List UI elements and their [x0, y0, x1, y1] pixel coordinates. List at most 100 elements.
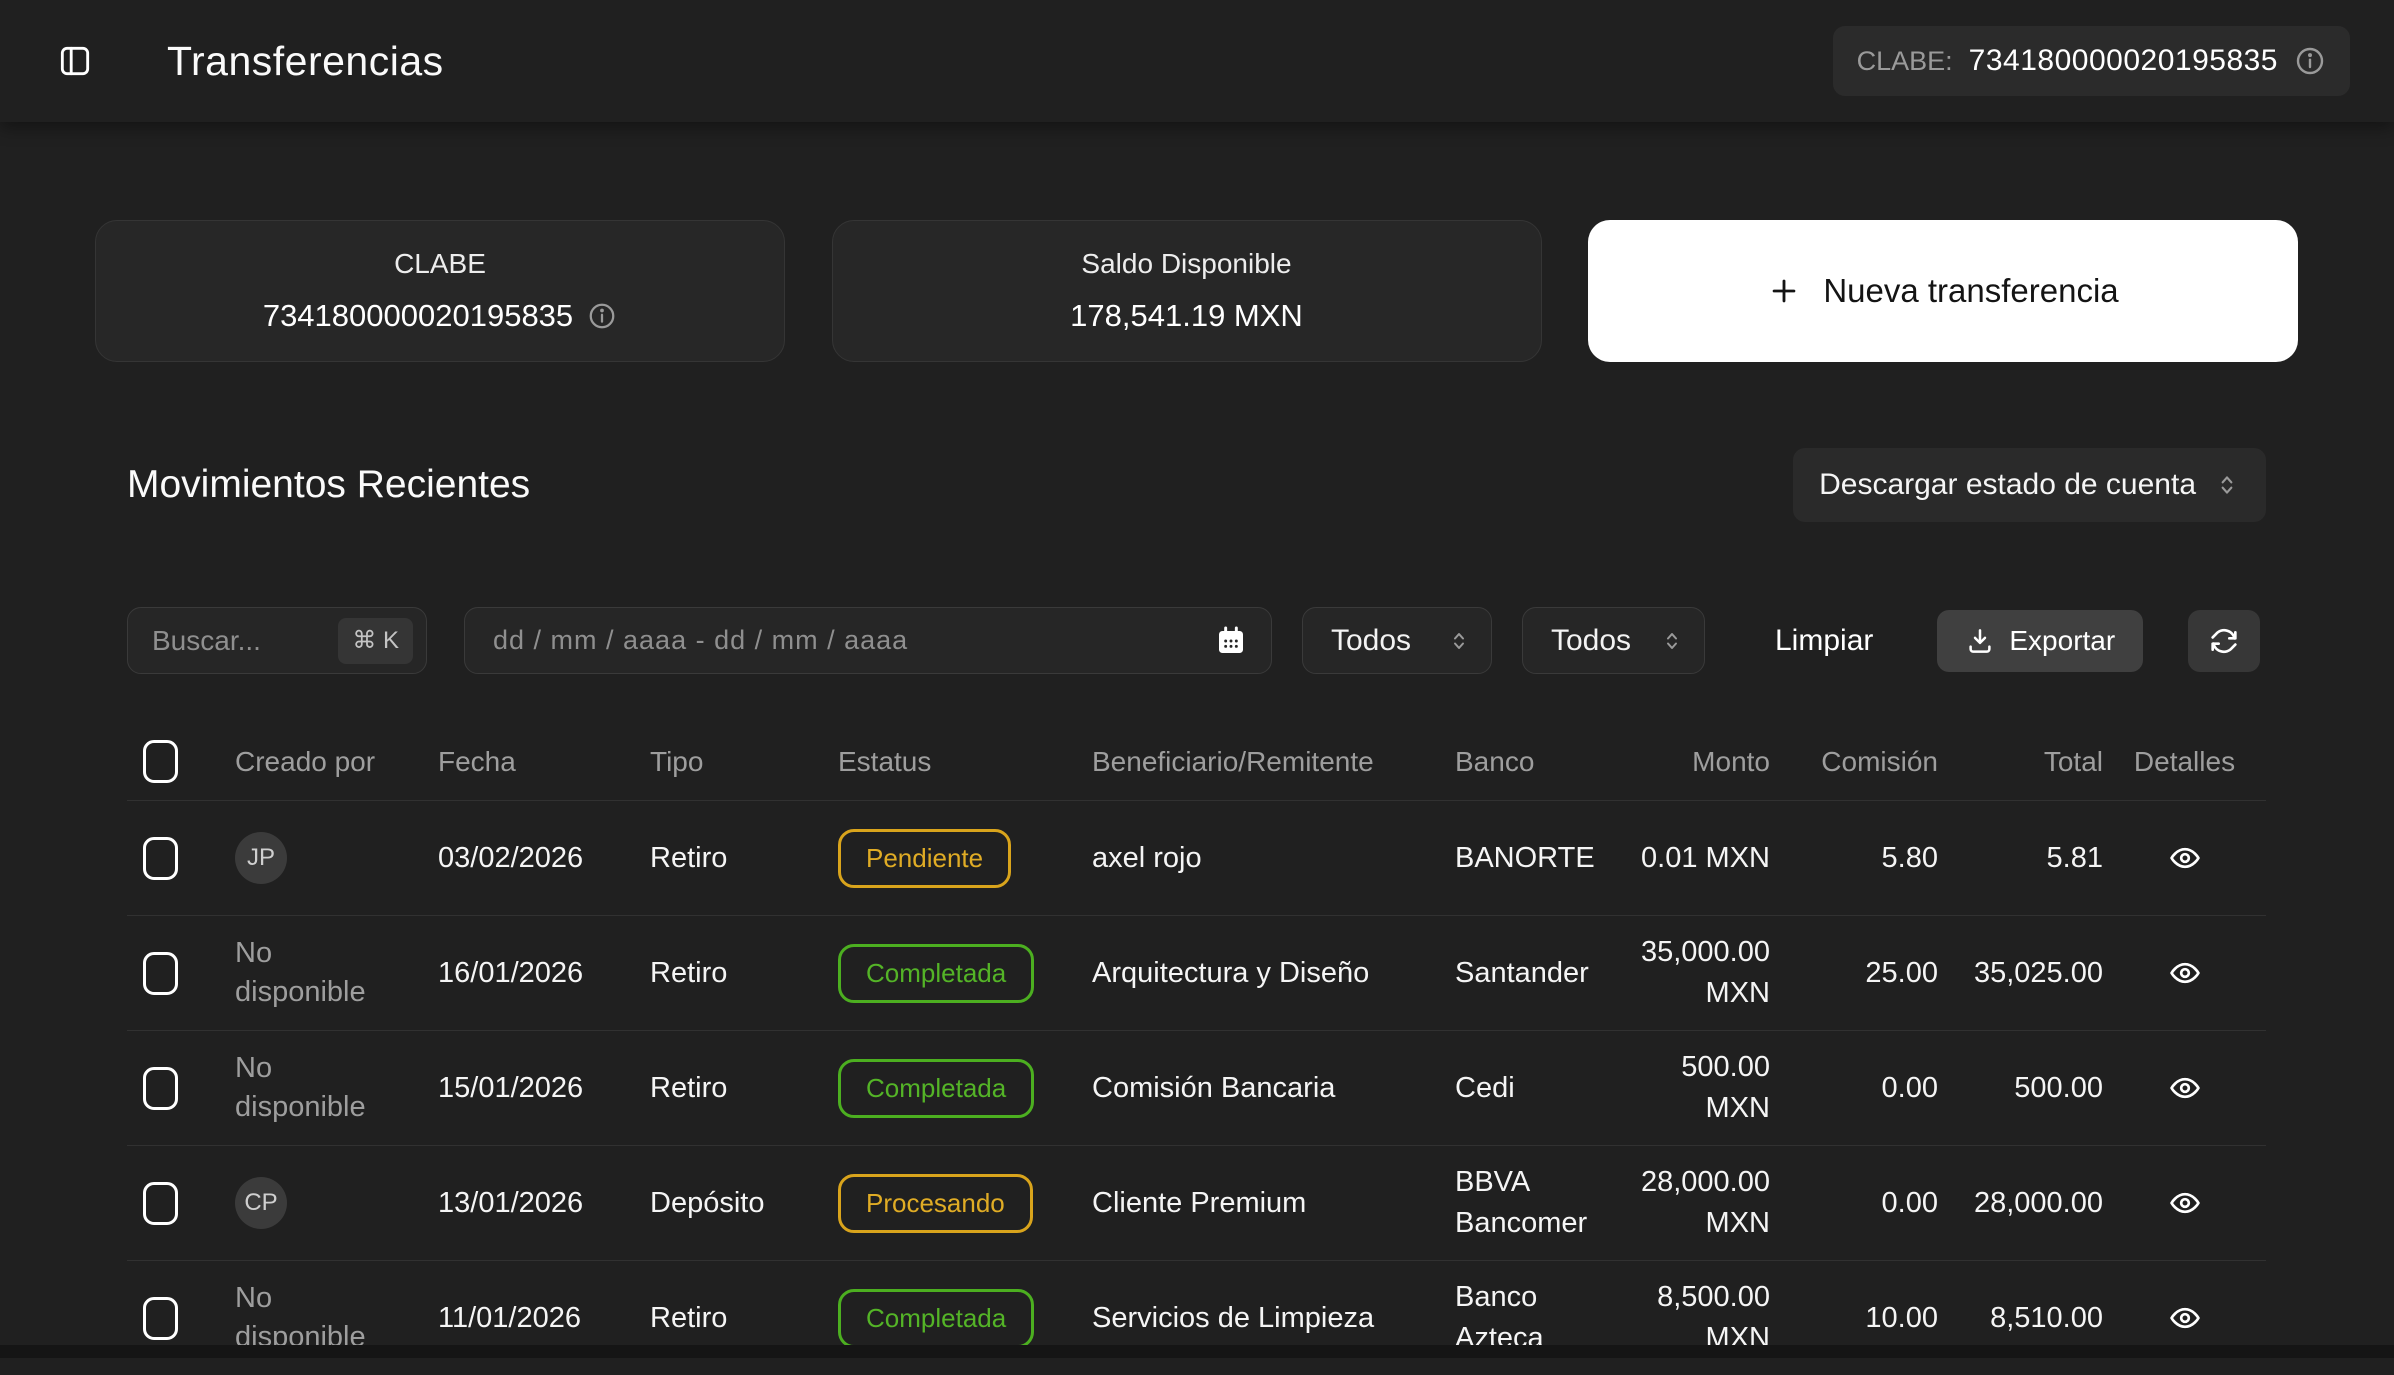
- details-button[interactable]: [2162, 1065, 2208, 1111]
- export-button[interactable]: Exportar: [1937, 609, 2144, 672]
- cell-comision: 0.00: [1881, 1071, 1938, 1104]
- chevron-up-down-icon: [2214, 472, 2240, 498]
- cell-beneficiario: axel rojo: [1092, 841, 1202, 874]
- eye-icon: [2168, 1301, 2202, 1335]
- details-button[interactable]: [2162, 950, 2208, 996]
- column-header-banco: Banco: [1455, 745, 1535, 777]
- search-field[interactable]: ⌘ K: [127, 607, 427, 674]
- details-button[interactable]: [2162, 1295, 2208, 1341]
- column-header-beneficiario: Beneficiario/Remitente: [1092, 745, 1374, 777]
- cell-creado-por: No disponible: [235, 936, 366, 1008]
- cell-monto: 0.01 MXN: [1641, 841, 1770, 874]
- row-checkbox[interactable]: [143, 1066, 178, 1110]
- status-badge: Pendiente: [838, 828, 1012, 888]
- clabe-card-label: CLABE: [394, 248, 486, 279]
- eye-icon: [2168, 956, 2202, 990]
- eye-icon: [2168, 841, 2202, 875]
- chevron-up-down-icon: [1660, 629, 1684, 653]
- movements-header: Movimientos Recientes Descargar estado d…: [127, 448, 2266, 522]
- new-transfer-label: Nueva transferencia: [1823, 272, 2119, 309]
- cell-banco: Santander: [1455, 956, 1589, 989]
- cell-tipo: Retiro: [650, 1071, 728, 1104]
- balance-card-value: 178,541.19 MXN: [1070, 298, 1303, 333]
- movements-title: Movimientos Recientes: [127, 463, 531, 506]
- table-row: No disponible 15/01/2026 Retiro Completa…: [127, 1030, 2266, 1145]
- cell-beneficiario: Comisión Bancaria: [1092, 1071, 1336, 1104]
- row-checkbox[interactable]: [143, 951, 178, 995]
- cell-banco: BANORTE: [1455, 841, 1595, 874]
- details-button[interactable]: [2162, 1180, 2208, 1226]
- cell-fecha: 13/01/2026: [438, 1186, 584, 1219]
- export-label: Exportar: [2009, 624, 2116, 656]
- column-header-creado-por: Creado por: [235, 745, 376, 777]
- header-clabe-label: CLABE:: [1856, 45, 1953, 76]
- cell-comision: 25.00: [1865, 956, 1938, 989]
- header-clabe-chip: CLABE: 734180000020195835: [1832, 26, 2350, 96]
- cell-fecha: 03/02/2026: [438, 841, 584, 874]
- row-checkbox[interactable]: [143, 836, 178, 880]
- clabe-card-value: 734180000020195835: [262, 298, 574, 333]
- cell-fecha: 15/01/2026: [438, 1071, 584, 1104]
- movements-table: Creado por Fecha Tipo Estatus Beneficiar…: [127, 723, 2266, 1375]
- select-all-checkbox[interactable]: [143, 740, 178, 783]
- download-statement-select[interactable]: Descargar estado de cuenta: [1793, 448, 2266, 522]
- date-range-field[interactable]: dd / mm / aaaa - dd / mm / aaaa: [464, 607, 1272, 674]
- cell-banco: BBVA Bancomer: [1455, 1166, 1588, 1239]
- column-header-detalles: Detalles: [2133, 745, 2236, 777]
- cell-total: 28,000.00: [1973, 1186, 2103, 1219]
- status-filter-value: Todos: [1551, 623, 1632, 657]
- bottom-edge: [0, 1345, 2394, 1358]
- top-bar: Transferencias CLABE: 734180000020195835: [0, 0, 2394, 122]
- cell-banco: Cedi: [1455, 1071, 1515, 1104]
- cell-monto: 35,000.00 MXN: [1640, 936, 1770, 1009]
- info-icon[interactable]: [587, 301, 617, 331]
- new-transfer-button[interactable]: Nueva transferencia: [1588, 220, 2298, 362]
- status-badge: Completada: [838, 1288, 1035, 1348]
- page-title: Transferencias: [167, 37, 444, 84]
- cell-tipo: Depósito: [650, 1186, 765, 1219]
- column-header-monto: Monto: [1692, 745, 1770, 777]
- calendar-icon[interactable]: [1215, 625, 1247, 657]
- cell-fecha: 11/01/2026: [438, 1301, 581, 1334]
- summary-row: CLABE 734180000020195835 Saldo Disponibl…: [95, 220, 2298, 362]
- cell-comision: 10.00: [1865, 1301, 1938, 1334]
- info-icon[interactable]: [2294, 45, 2326, 77]
- cell-creado-por: No disponible: [235, 1051, 366, 1123]
- table-row: No disponible 16/01/2026 Retiro Completa…: [127, 915, 2266, 1030]
- avatar: CP: [235, 1177, 287, 1229]
- balance-card-label: Saldo Disponible: [1081, 248, 1292, 279]
- cell-tipo: Retiro: [650, 956, 728, 989]
- cell-fecha: 16/01/2026: [438, 956, 584, 989]
- type-filter-select[interactable]: Todos: [1302, 607, 1492, 674]
- clear-filters-button[interactable]: Limpiar: [1775, 623, 1874, 657]
- cell-beneficiario: Arquitectura y Diseño: [1092, 956, 1370, 989]
- search-input[interactable]: [152, 624, 312, 657]
- details-button[interactable]: [2162, 835, 2208, 881]
- cell-comision: 5.80: [1881, 841, 1938, 874]
- sidebar-toggle-button[interactable]: [55, 41, 95, 81]
- column-header-estatus: Estatus: [838, 745, 932, 777]
- cell-comision: 0.00: [1881, 1186, 1938, 1219]
- cell-total: 35,025.00: [1973, 956, 2103, 989]
- filters-bar: ⌘ K dd / mm / aaaa - dd / mm / aaaa Todo…: [127, 607, 2265, 674]
- refresh-button[interactable]: [2188, 609, 2261, 672]
- status-filter-select[interactable]: Todos: [1522, 607, 1705, 674]
- row-checkbox[interactable]: [143, 1181, 178, 1225]
- cell-beneficiario: Cliente Premium: [1092, 1186, 1307, 1219]
- table-header-row: Creado por Fecha Tipo Estatus Beneficiar…: [127, 723, 2266, 800]
- column-header-fecha: Fecha: [438, 745, 516, 777]
- column-header-comision: Comisión: [1821, 745, 1938, 777]
- status-badge: Completada: [838, 1058, 1035, 1118]
- table-row: JP 03/02/2026 Retiro Pendiente axel rojo…: [127, 800, 2266, 915]
- cell-total: 5.81: [2046, 841, 2103, 874]
- search-shortcut-badge: ⌘ K: [338, 617, 413, 664]
- avatar: JP: [235, 832, 287, 884]
- status-badge: Procesando: [838, 1173, 1033, 1233]
- cell-tipo: Retiro: [650, 841, 728, 874]
- panel-left-icon: [56, 42, 94, 80]
- date-range-placeholder: dd / mm / aaaa - dd / mm / aaaa: [493, 625, 909, 655]
- row-checkbox[interactable]: [143, 1296, 178, 1340]
- cell-monto: 28,000.00 MXN: [1640, 1166, 1770, 1239]
- cell-total: 8,510.00: [1990, 1301, 2103, 1334]
- table-row: CP 13/01/2026 Depósito Procesando Client…: [127, 1145, 2266, 1260]
